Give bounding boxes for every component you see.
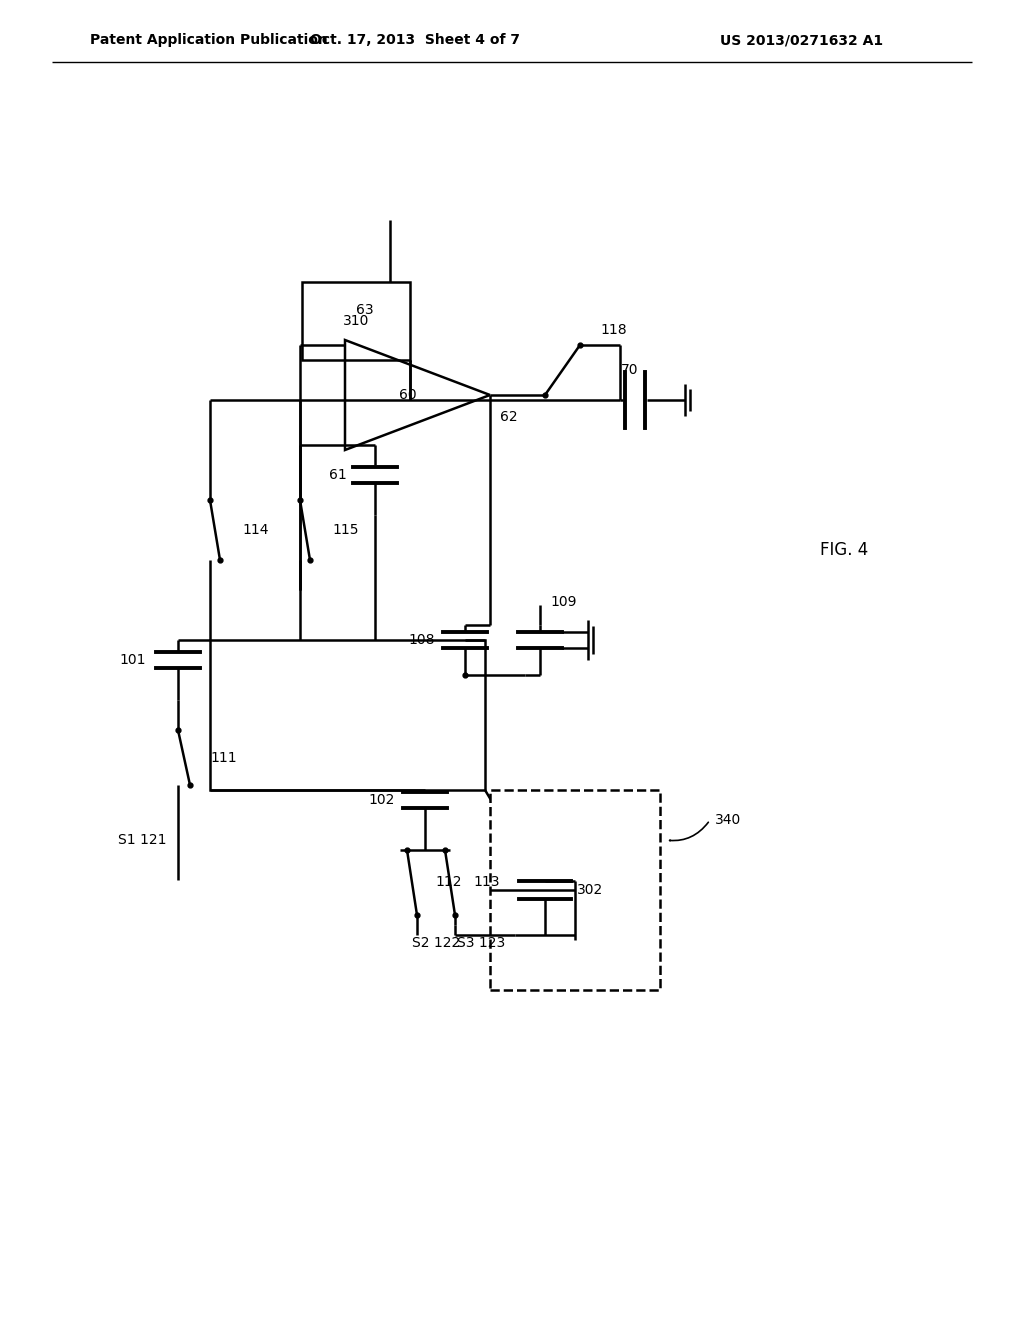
- Text: 102: 102: [369, 793, 395, 807]
- Text: Patent Application Publication: Patent Application Publication: [90, 33, 328, 48]
- Text: US 2013/0271632 A1: US 2013/0271632 A1: [720, 33, 883, 48]
- FancyArrowPatch shape: [670, 822, 709, 841]
- Bar: [210, 640, 485, 789]
- Text: S2 122: S2 122: [412, 936, 460, 950]
- Text: 115: 115: [332, 523, 358, 537]
- Text: 111: 111: [210, 751, 237, 766]
- Text: FIG. 4: FIG. 4: [820, 541, 868, 558]
- Text: 101: 101: [120, 653, 146, 667]
- Text: 113: 113: [473, 875, 500, 890]
- Text: 302: 302: [577, 883, 603, 898]
- Text: 112: 112: [435, 875, 462, 890]
- Text: 61: 61: [330, 469, 347, 482]
- Text: 63: 63: [356, 304, 374, 317]
- Text: 109: 109: [550, 595, 577, 609]
- Text: 70: 70: [622, 363, 639, 378]
- Text: S1 121: S1 121: [118, 833, 166, 847]
- Text: S3 123: S3 123: [457, 936, 505, 950]
- Bar: [302, 282, 410, 360]
- Text: 340: 340: [715, 813, 741, 828]
- Bar: [490, 789, 660, 990]
- Text: 62: 62: [500, 411, 517, 424]
- Text: 310: 310: [343, 314, 370, 327]
- Text: Oct. 17, 2013  Sheet 4 of 7: Oct. 17, 2013 Sheet 4 of 7: [310, 33, 520, 48]
- Text: 114: 114: [242, 523, 268, 537]
- Text: 60: 60: [398, 388, 417, 403]
- Text: 118: 118: [600, 323, 627, 337]
- Text: 108: 108: [409, 634, 435, 647]
